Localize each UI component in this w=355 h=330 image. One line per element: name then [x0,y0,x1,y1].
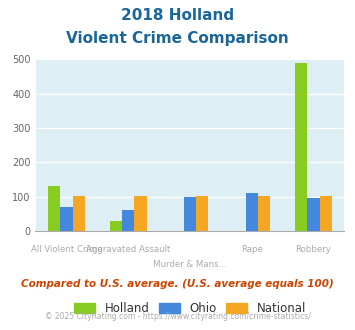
Bar [134,196,147,231]
Bar [320,196,332,231]
Bar [196,196,208,231]
Bar [307,198,320,231]
Bar [246,193,258,231]
Bar [184,197,196,231]
Text: All Violent Crime: All Violent Crime [31,245,102,254]
Bar [295,63,307,231]
Text: Murder & Mans...: Murder & Mans... [153,260,227,269]
Text: Compared to U.S. average. (U.S. average equals 100): Compared to U.S. average. (U.S. average … [21,279,334,289]
Bar [60,207,72,231]
Bar [72,196,85,231]
Bar [122,210,134,231]
Text: Robbery: Robbery [295,245,332,254]
Bar [110,221,122,231]
Text: Aggravated Assault: Aggravated Assault [86,245,170,254]
Bar [48,186,60,231]
Bar [258,196,270,231]
Legend: Holland, Ohio, National: Holland, Ohio, National [74,302,306,315]
Text: 2018 Holland: 2018 Holland [121,8,234,23]
Text: © 2025 CityRating.com - https://www.cityrating.com/crime-statistics/: © 2025 CityRating.com - https://www.city… [45,312,310,321]
Text: Violent Crime Comparison: Violent Crime Comparison [66,31,289,46]
Text: Rape: Rape [241,245,263,254]
